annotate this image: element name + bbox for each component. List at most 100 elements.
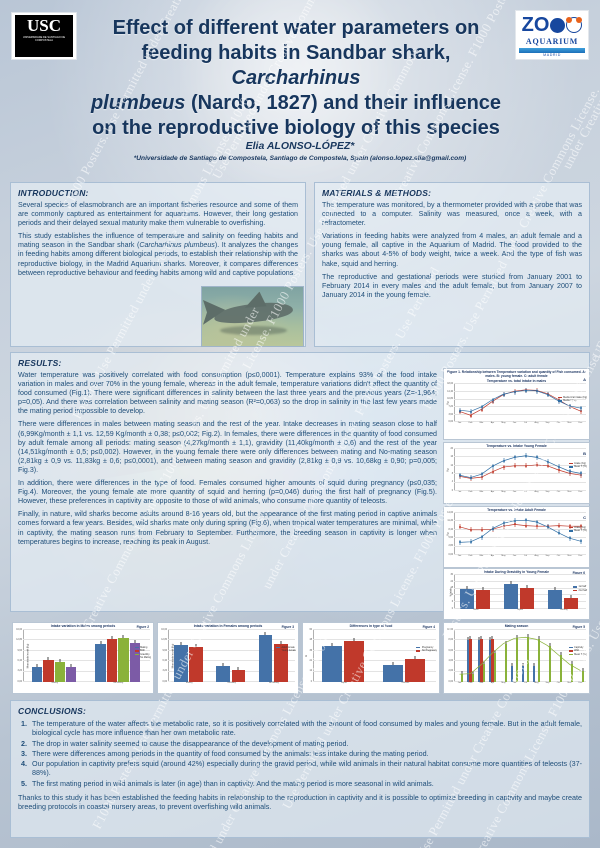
y-tick-label: 18 xyxy=(450,587,453,590)
legend-label: Intake (Kg) xyxy=(574,461,586,465)
legend-entry: Mean T (ºC) xyxy=(568,465,587,469)
x-axis-tick-labels: Jan Feb Mar Apr May Jun Jul Aug Sep Oct Nov Dec xyxy=(454,682,586,687)
zoo-aquarium-logo: ZO AQUARIUM MADRID xyxy=(515,10,589,60)
bar xyxy=(43,659,54,682)
legend-label: Captivity xyxy=(574,645,584,649)
conclusion-text: There were differences among periods in … xyxy=(32,748,429,758)
gridline xyxy=(454,398,586,400)
x-tick-label: Nov xyxy=(567,682,572,684)
error-bar xyxy=(264,631,266,635)
materials-paragraph-1: The temperature was monitored, by a ther… xyxy=(322,201,582,228)
results-paragraph-1: Water temperature was positively correla… xyxy=(18,371,437,416)
legend-label: Birth xyxy=(140,649,146,653)
figure-4-title: Differences in type of food xyxy=(349,624,393,628)
chart-legend: Intake (Kg) Mean T (ºC) xyxy=(568,461,587,469)
error-bar xyxy=(511,663,513,667)
author-name: Elia ALONSO-LÓPEZ* xyxy=(245,140,355,152)
error-bar xyxy=(469,636,471,640)
y-axis-title: Kg xyxy=(446,532,449,536)
bar xyxy=(95,644,106,682)
error-bar xyxy=(582,667,584,671)
y-tick-label: 24 xyxy=(309,660,312,662)
usc-logo-letters: USC xyxy=(26,16,61,35)
figure-5-title: Mating season xyxy=(504,624,529,628)
gridline xyxy=(313,670,436,672)
error-bar xyxy=(481,404,482,410)
legend-swatch xyxy=(134,650,139,652)
error-bar xyxy=(489,637,491,641)
bar xyxy=(405,658,426,682)
temperature-line xyxy=(459,636,581,675)
error-bar xyxy=(558,530,559,536)
title-species-1: Carcharhinus xyxy=(231,67,361,89)
error-bar xyxy=(569,523,570,529)
x-tick-label: Feb xyxy=(468,682,473,684)
y-tick-label: 0 xyxy=(451,489,453,492)
legend-label: Intake (Kg) xyxy=(574,525,586,529)
error-bar xyxy=(459,472,460,478)
legend-entry: No Mating xyxy=(134,656,151,660)
y-tick-label: 3,60 xyxy=(448,413,453,416)
legend-label: No Mating xyxy=(140,656,151,660)
gridline xyxy=(454,512,586,513)
y-axis xyxy=(23,630,24,682)
figure-2-title: Intake variation in Males among periods xyxy=(50,624,116,628)
gridline xyxy=(454,464,586,466)
sandbar-shark-photo xyxy=(201,286,304,347)
error-bar xyxy=(481,527,482,533)
x-tick-label: Oct xyxy=(556,422,561,425)
gridline xyxy=(454,574,586,575)
zoo-logo-sub: MADRID xyxy=(543,53,561,57)
x-tick-label: Hake xyxy=(473,609,479,611)
gridline xyxy=(454,448,586,449)
results-paragraph-2: There were differences in males between … xyxy=(18,420,437,474)
error-bar xyxy=(526,585,528,589)
x-axis-tick-labels: Squid Teleosts xyxy=(313,682,436,687)
series-line-intake--kg- xyxy=(459,524,581,531)
error-bar xyxy=(503,520,504,526)
x-tick-label: Teleosts xyxy=(401,682,410,684)
legend-label: Media total intake (Kg) xyxy=(563,395,587,399)
bar xyxy=(471,673,475,682)
bar xyxy=(548,645,552,682)
x-tick-label: Mar xyxy=(479,422,484,425)
figure-1c-plot: 0,00 2,80 5,60 8,40 11,20 14,00 Kg Jan Feb Mar Apr… xyxy=(447,512,587,557)
legend-swatch xyxy=(572,586,577,588)
conclusion-number: 5. xyxy=(21,778,27,788)
x-tick-label: Apr xyxy=(490,682,495,684)
figure-3-plot: 0,00 3,20 6,40 9,60 12,80 16,00 Mean intake/mo… xyxy=(161,629,296,684)
gridline xyxy=(454,481,586,483)
x-tick-label: Nov xyxy=(567,422,572,425)
legend-swatch xyxy=(275,646,280,649)
legend-entry: Birth xyxy=(134,649,151,653)
error-bar xyxy=(470,539,471,545)
y-tick-label: 3,20 xyxy=(17,670,22,673)
introduction-heading: INTRODUCTION: xyxy=(18,188,89,198)
figure-5-plot: 0,00 2,00 4,00 6,00 8,00 10,00 Jan Feb Mar Apr May… xyxy=(447,629,587,684)
y-axis-tick-labels: 0 6 12 18 24 30 xyxy=(445,574,453,610)
error-bar xyxy=(536,454,537,460)
conclusions-closing-statement: Thanks to this study it has been establi… xyxy=(18,793,582,812)
x-tick-label: No Mating xyxy=(113,682,124,684)
bar xyxy=(106,639,118,682)
x-axis-tick-labels: Jan Feb Mar Apr May Jun Jul Aug Sep Oct Nov Dec xyxy=(454,491,586,496)
materials-paragraph-3: The reproductive and gestational periods… xyxy=(322,272,582,299)
x-tick-label: Jan xyxy=(457,555,462,557)
legend-swatch xyxy=(275,650,280,652)
y-tick-label: 0,00 xyxy=(162,680,167,683)
error-bar xyxy=(491,636,493,640)
y-tick-label: 0 xyxy=(451,607,453,610)
conclusion-number: 1. xyxy=(21,719,27,728)
y-axis xyxy=(454,449,455,491)
y-tick-label: 48 xyxy=(309,639,312,642)
error-bar xyxy=(467,637,469,641)
legend-label: Mean T (ºC) xyxy=(574,652,587,656)
x-tick-label: Apr xyxy=(490,555,495,557)
error-bar xyxy=(470,527,471,533)
title-species-2: plumbeus xyxy=(90,92,186,114)
figure-6-tag: Figure 6 xyxy=(572,571,585,575)
x-tick-label: Nov xyxy=(567,491,572,493)
figure-1b-temperature-vs-intake-young-female: Temperature vs. Intake Young Female B 0 4… xyxy=(443,442,590,504)
y-tick-label: 20 xyxy=(450,447,453,450)
error-bar xyxy=(536,462,537,468)
